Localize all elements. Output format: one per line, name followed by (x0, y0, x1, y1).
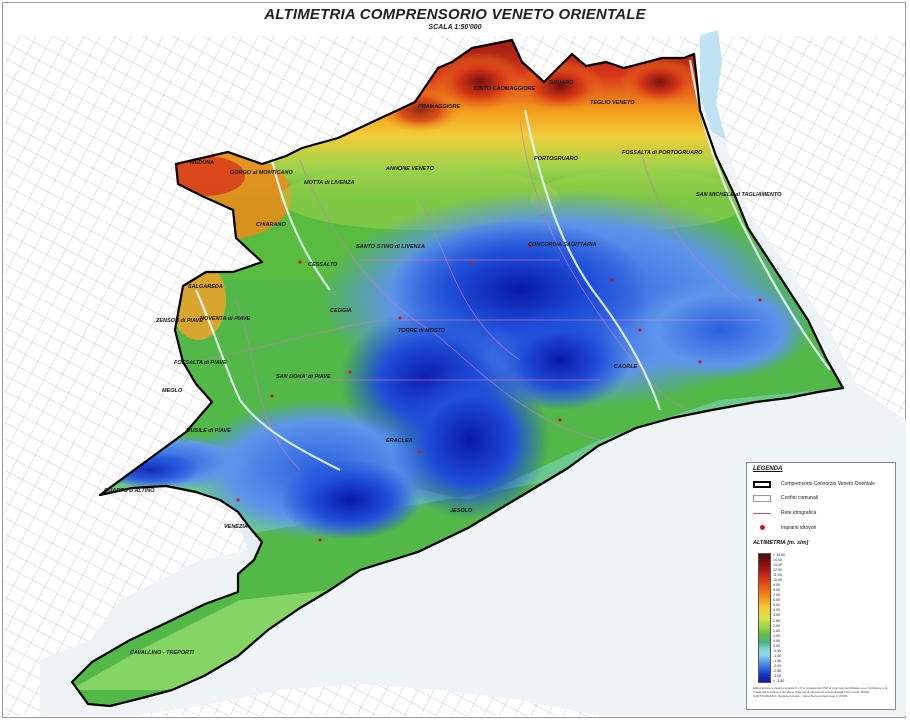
place-label: MEOLO (162, 388, 183, 394)
altimetry-tick-label: -0.50 (773, 648, 782, 653)
place-label: CAORLE (614, 364, 638, 370)
legend-item-label: Comprensorio Consorzio Veneto Orientale (781, 481, 875, 487)
altimetry-tick-label: -1.50 (773, 658, 782, 663)
altimetry-tick-labels: > 15.00 14.00 13.00 12.00 11.00 10.00 9.00 8.00… (773, 553, 813, 683)
place-label: SAN DONA' di PIAVE (276, 374, 331, 380)
river-mouth-water (700, 30, 726, 140)
place-label: CESSALTO (308, 262, 338, 268)
place-label: CINTO CAOMAGGIORE (474, 86, 536, 92)
place-label: CEGGIA (330, 308, 352, 314)
altimetry-tick-label: -2.50 (773, 668, 782, 673)
legend-item-boundary: Comprensorio Consorzio Veneto Orientale (753, 480, 893, 490)
legend-item-label: Confini comunali (781, 495, 818, 501)
altimetry-tick-label: 0.00 (773, 643, 780, 648)
legend-item-municipal: Confini comunali (753, 494, 893, 504)
sea-area (40, 30, 906, 716)
place-label: CONCORDIA SAGITTARIA (528, 242, 596, 248)
place-label: JESOLO (450, 508, 473, 514)
place-label: SANTO STINO di LIVENZA (356, 244, 425, 250)
altimetry-tick-label: 3.00 (773, 613, 780, 618)
place-label: CAVALLINO - TREPORTI (130, 650, 194, 656)
legend-item-hydro: Rete idrografica (753, 509, 893, 519)
place-label: PORTOGRUARO (534, 156, 579, 162)
place-label: FOSSALTA di PORTOGRUARO (622, 150, 703, 156)
altimetry-tick-label: 6.00 (773, 598, 780, 603)
altimetry-tick-label: 7.00 (773, 593, 780, 598)
altimetry-tick-label: 0.50 (773, 638, 780, 643)
place-label: MUSILE di PIAVE (186, 428, 231, 434)
legend-heading: LEGENDA (753, 466, 783, 472)
place-label: MEDUNA (190, 160, 214, 166)
legend-panel: LEGENDA Comprensorio Consorzio Veneto Or… (746, 462, 896, 710)
altimetry-tick-label: 2.50 (773, 618, 780, 623)
altimetry-tick-label: 4.00 (773, 608, 780, 613)
municipal-border-symbol (753, 495, 771, 502)
altimetry-legend-title: ALTIMETRIA [m. slm] (753, 540, 809, 546)
altimetry-tick-label: 1.50 (773, 628, 780, 633)
altimetry-tick-label: 13.00 (773, 563, 782, 568)
altimetry-tick-label: -1.00 (773, 653, 782, 658)
legend-item-pumps: Impianti idrovori (753, 524, 893, 534)
place-label: ERACLEA (386, 438, 413, 444)
altimetry-tick-label: 10.00 (773, 578, 782, 583)
place-label: ANNONE VENETO (385, 166, 435, 172)
consortium-boundary (70, 38, 845, 708)
legend-fine-print: Elaborazione a maglia regolare 5 x 5 m r… (753, 686, 888, 698)
place-label: TORRE di MOSTO (398, 328, 446, 334)
boundary-symbol (753, 481, 771, 488)
place-label: SAN MICHELE al TAGLIAMENTO (696, 192, 782, 198)
legend-item-label: Impianti idrovori (781, 525, 817, 531)
altimetry-tick-label: -3.00 (773, 673, 782, 678)
altimetry-tick-label: 14.00 (773, 558, 782, 563)
place-label: CHIARANO (256, 222, 286, 228)
altimetry-tick-label: > 15.00 (773, 553, 786, 557)
altimetry-tick-label: 9.00 (773, 583, 780, 588)
place-label: ZENSON di PIAVE (155, 318, 203, 324)
altimetry-tick-label: 12.00 (773, 568, 782, 573)
place-label: NOVENTA di PIAVE (200, 316, 251, 322)
altimetry-tick-label: -2.00 (773, 663, 782, 668)
altimetry-tick-label: < -3.50 (773, 679, 785, 683)
place-label: SALGAREDA (188, 284, 223, 290)
place-label: QUARTO D'ALTINO (104, 488, 155, 494)
altimetry-tick-label: 2.00 (773, 623, 780, 628)
place-label: VENEZIA (224, 524, 248, 530)
legend-item-label: Rete idrografica (781, 510, 817, 516)
pump-station-symbol (760, 525, 765, 530)
place-label: GORGO al MONTICANO (230, 170, 293, 176)
place-labels: PRAMAGGIORE CINTO CAOMAGGIORE GRUARO TEG… (104, 80, 782, 656)
altimetry-tick-label: 11.00 (773, 573, 782, 578)
altimetry-tick-label: 1.00 (773, 633, 780, 638)
place-label: FOSSALTA di PIAVE (174, 360, 227, 366)
place-label: GRUARO (549, 80, 574, 86)
altimetry-color-ramp (758, 553, 771, 683)
altimetry-tick-label: 8.00 (773, 588, 780, 593)
place-label: PRAMAGGIORE (418, 104, 461, 110)
altimetry-tick-label: 5.00 (773, 603, 780, 608)
place-label: TEGLIO VENETO (590, 100, 635, 106)
place-label: MOTTA di LIVENZA (304, 180, 354, 186)
map-title: ALTIMETRIA COMPRENSORIO VENETO ORIENTALE (264, 6, 646, 23)
hydro-network-symbol (753, 513, 771, 514)
map-scale: SCALA 1:50'000 (428, 24, 482, 31)
